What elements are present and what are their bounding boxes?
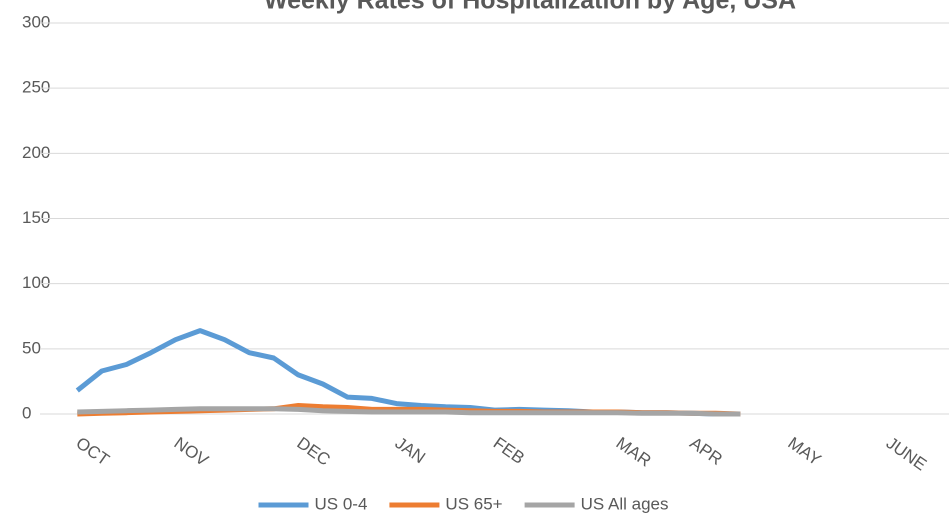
y-tick-label: 50 [22, 338, 41, 357]
x-tick-label: MAR [613, 433, 655, 470]
y-tick-label: 300 [22, 12, 50, 31]
x-tick-label: APR [686, 433, 726, 469]
legend-label: US 65+ [445, 494, 502, 513]
y-tick-label: 100 [22, 273, 50, 292]
x-tick-label: OCT [72, 433, 112, 469]
legend-label: US 0-4 [315, 494, 368, 513]
y-tick-label: 0 [22, 403, 31, 422]
x-tick-label: MAY [785, 433, 825, 469]
x-tick-label: JUNE [883, 433, 930, 474]
y-tick-label: 200 [22, 143, 50, 162]
chart-title: Weekly Rates of Hospitalization by Age, … [264, 0, 796, 15]
x-tick-label: DEC [293, 433, 333, 469]
x-tick-label: FEB [490, 433, 528, 468]
y-tick-label: 250 [22, 78, 50, 97]
y-tick-label: 150 [22, 208, 50, 227]
data-line [77, 406, 741, 417]
legend-label: US All ages [581, 494, 669, 513]
x-tick-label: NOV [171, 433, 213, 470]
x-tick-label: JAN [392, 433, 429, 467]
data-line [75, 328, 741, 417]
